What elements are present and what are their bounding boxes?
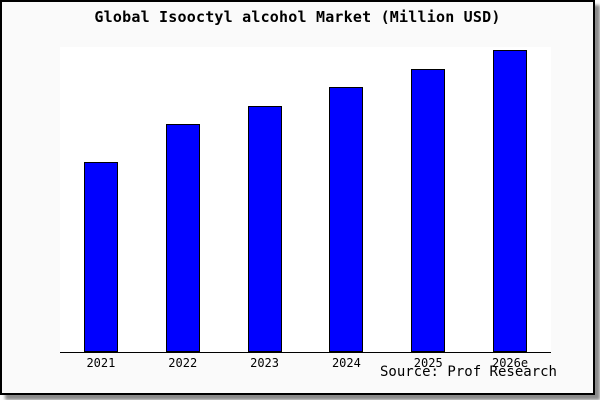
x-axis-labels: 2021 2022 2023 2024 2025 2026e xyxy=(60,356,551,370)
bar-2024 xyxy=(329,87,364,352)
bar-slot xyxy=(224,47,306,352)
x-tick-label-2022: 2022 xyxy=(168,356,198,370)
chart-title: Global Isooctyl alcohol Market (Million … xyxy=(94,8,501,26)
x-tick-label-2026e: 2026e xyxy=(491,356,529,370)
x-tick-label-2021: 2021 xyxy=(86,356,116,370)
bar-slot xyxy=(387,47,469,352)
bar-slot xyxy=(60,47,142,352)
source-caption: Source: Prof Research xyxy=(379,364,557,380)
x-tick-label-2024: 2024 xyxy=(331,356,361,370)
plot-area xyxy=(60,47,551,353)
bar-2022 xyxy=(165,124,200,352)
x-tick-label-2025: 2025 xyxy=(413,356,443,370)
bar-2021 xyxy=(83,162,118,352)
bar-slot xyxy=(469,47,551,352)
bar-2026e xyxy=(493,50,528,352)
bar-slot xyxy=(142,47,224,352)
chart-card: Global Isooctyl alcohol Market (Million … xyxy=(0,0,595,395)
bar-2025 xyxy=(411,69,446,352)
bar-slot xyxy=(305,47,387,352)
bars-container xyxy=(60,47,551,352)
bar-2023 xyxy=(247,106,282,352)
x-tick-label-2023: 2023 xyxy=(250,356,280,370)
